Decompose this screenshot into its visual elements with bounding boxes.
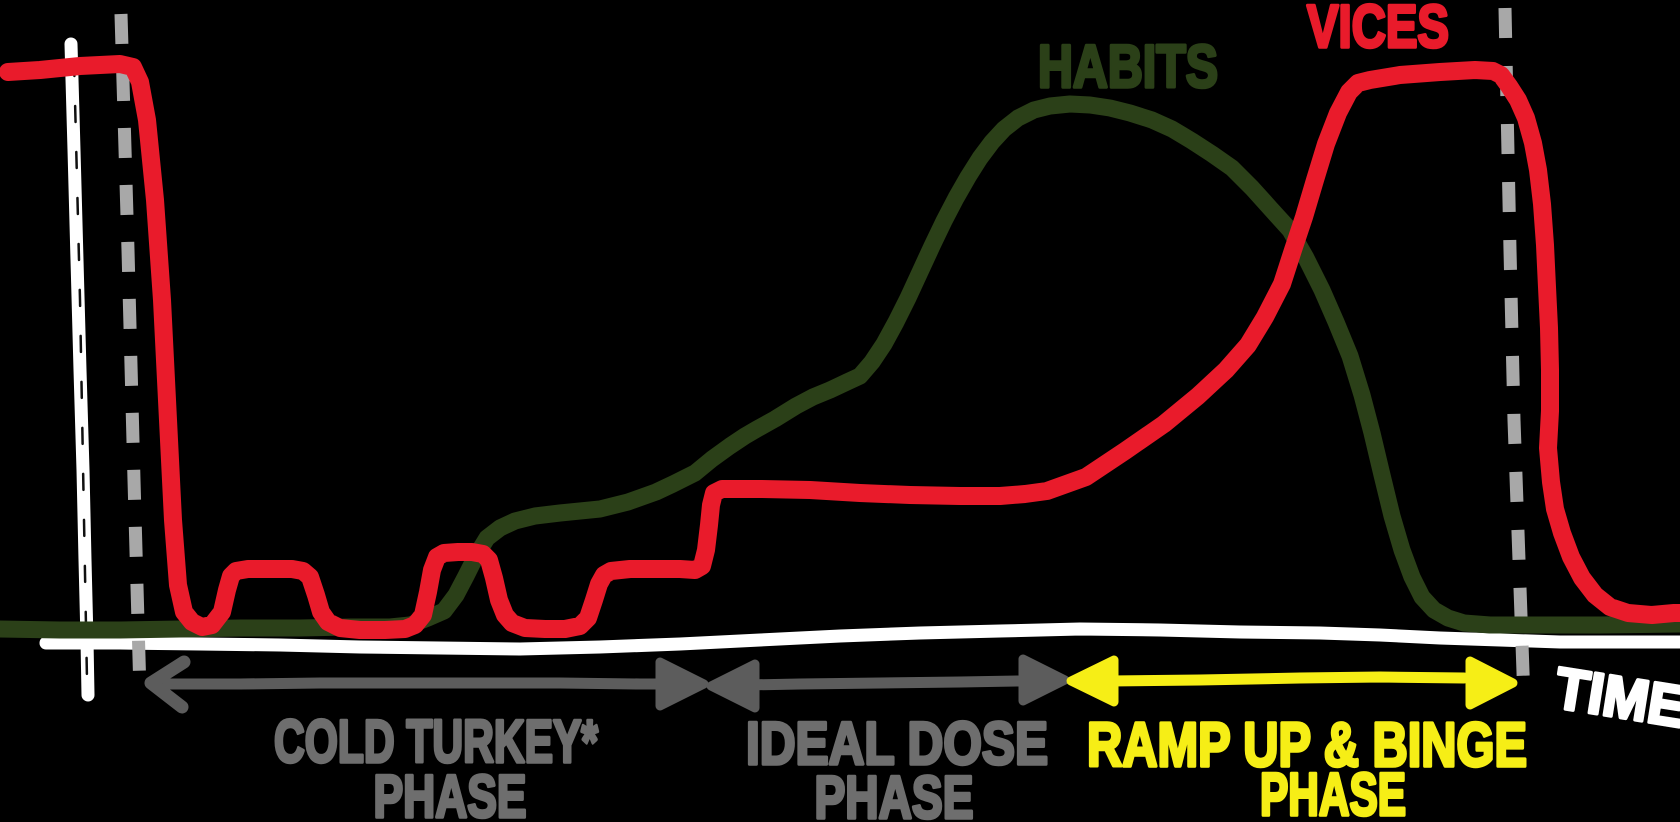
svg-text:PHASE: PHASE (374, 763, 527, 822)
svg-text:HABITS: HABITS (1038, 33, 1218, 100)
svg-text:PHASE: PHASE (1260, 761, 1406, 822)
svg-text:IDEAL DOSE: IDEAL DOSE (746, 710, 1048, 777)
svg-text:COLD TURKEY*: COLD TURKEY* (274, 708, 598, 775)
svg-text:RAMP UP & BINGE: RAMP UP & BINGE (1087, 711, 1527, 780)
svg-text:PHASE: PHASE (815, 764, 974, 822)
svg-text:VICES: VICES (1307, 0, 1449, 60)
